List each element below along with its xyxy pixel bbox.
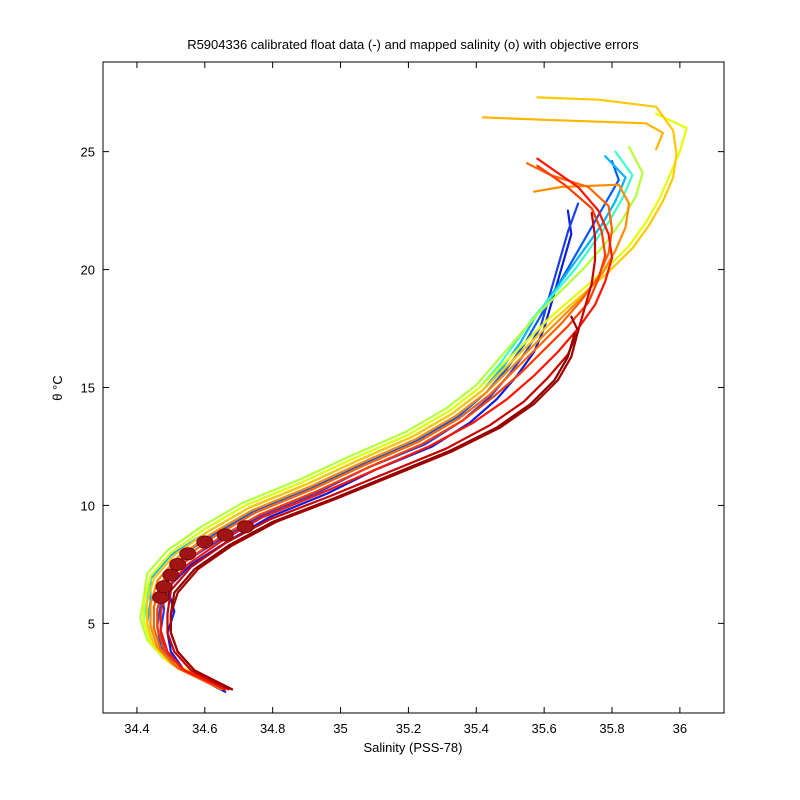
x-tick-label: 36 (673, 721, 687, 736)
y-tick-label: 10 (81, 498, 95, 513)
x-tick-label: 34.4 (124, 721, 149, 736)
y-tick-label: 5 (88, 616, 95, 631)
profile-line-14 (166, 211, 597, 691)
profile-line-8 (146, 96, 678, 686)
profile-line-10 (149, 183, 631, 689)
mapped-salinity-point (162, 568, 180, 582)
profile-line-7 (142, 112, 688, 684)
mapped-salinity-point (152, 590, 170, 604)
y-axis: 5 10 15 20 25 (81, 145, 724, 631)
x-tick-label: 35.8 (599, 721, 624, 736)
profile-line-5 (142, 150, 634, 684)
y-tick-label: 15 (81, 381, 95, 396)
profile-line-12 (156, 164, 607, 691)
x-tick-label: 35.4 (464, 721, 489, 736)
mapped-salinity-point (155, 580, 173, 594)
mapped-salinity-point (179, 547, 197, 561)
x-tick-label: 35.6 (531, 721, 556, 736)
x-tick-label: 34.6 (192, 721, 217, 736)
mapped-salinity-point (237, 520, 254, 534)
profile-line-2 (159, 202, 580, 691)
profile-line-11 (152, 162, 614, 691)
mapped-salinity-point (216, 528, 234, 542)
mapped-salinity-point (196, 535, 214, 549)
y-axis-label: θ °C (50, 375, 65, 400)
profile-line-9 (482, 116, 664, 151)
mapped-salinity-point (169, 557, 187, 571)
chart-title: R5904336 calibrated float data (-) and m… (187, 37, 639, 52)
y-tick-label: 25 (81, 145, 95, 160)
plot-area-frame (102, 61, 725, 714)
x-tick-label: 35 (333, 721, 347, 736)
profile-line-16 (169, 315, 580, 691)
profile-line-13 (159, 157, 614, 691)
x-axis: 34.4 34.6 34.8 35 35.2 35.4 35.6 35.8 36 (124, 62, 687, 736)
profile-line-15 (169, 332, 576, 691)
x-tick-label: 34.8 (260, 721, 285, 736)
x-axis-label: Salinity (PSS-78) (364, 740, 463, 755)
profile-line-6 (139, 145, 644, 682)
profile-line-4 (146, 155, 627, 686)
y-tick-label: 20 (81, 263, 95, 278)
mapped-salinity-markers (152, 520, 254, 604)
profile-line-3 (156, 160, 620, 689)
x-tick-label: 35.2 (396, 721, 421, 736)
series-layer (139, 96, 688, 693)
